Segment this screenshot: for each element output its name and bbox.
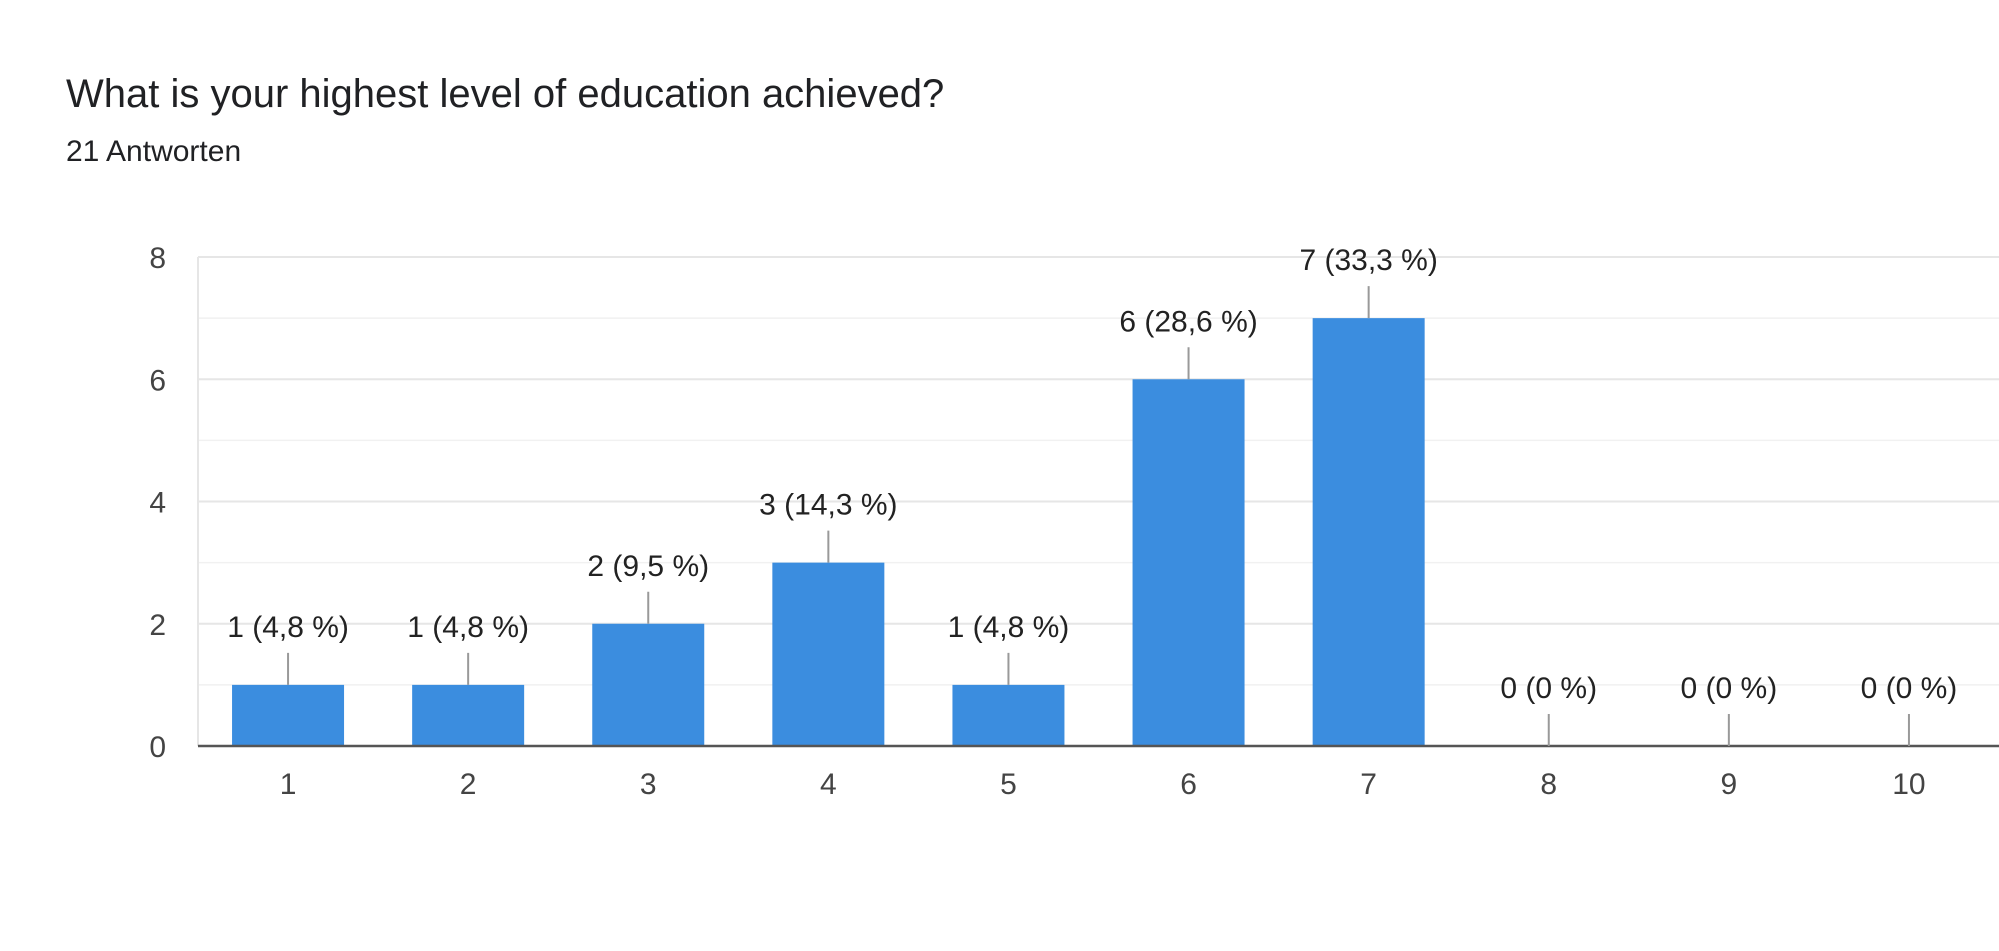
x-tick-label: 5 (1000, 768, 1017, 801)
bar-5 (952, 684, 1065, 746)
data-label-2: 1 (4,8 %) (407, 611, 529, 644)
bar-6 (1132, 379, 1245, 746)
data-label-1: 1 (4,8 %) (227, 611, 349, 644)
bar-1 (232, 684, 345, 746)
data-label-5: 1 (4,8 %) (948, 611, 1070, 644)
data-label-3: 2 (9,5 %) (587, 550, 709, 583)
x-tick-label: 10 (1892, 768, 1925, 801)
x-tick-label: 2 (460, 768, 477, 801)
x-tick-label: 9 (1721, 768, 1738, 801)
data-label-8: 0 (0 %) (1500, 672, 1597, 705)
bar-7 (1312, 318, 1425, 746)
x-tick-label: 8 (1540, 768, 1557, 801)
y-tick-label: 4 (149, 487, 166, 520)
data-label-10: 0 (0 %) (1861, 672, 1958, 705)
x-tick-label: 6 (1180, 768, 1197, 801)
axes: 0 2 4 6 8 1 2 3 4 5 6 7 8 9 10 (149, 242, 1999, 801)
chart-title: What is your highest level of education … (66, 72, 945, 116)
gridlines (197, 256, 1999, 746)
response-count: 21 Antworten (66, 135, 242, 168)
data-labels: 1 (4,8 %) 1 (4,8 %) 2 (9,5 %) 3 (14,3 %) 1 (… (227, 244, 1957, 746)
bar-3 (592, 623, 705, 746)
x-tick-label: 4 (820, 768, 837, 801)
x-tick-label: 1 (280, 768, 297, 801)
x-tick-label: 3 (640, 768, 657, 801)
data-label-9: 0 (0 %) (1680, 672, 1777, 705)
data-label-4: 3 (14,3 %) (759, 489, 897, 522)
y-tick-label: 0 (149, 731, 166, 764)
x-tick-label: 7 (1360, 768, 1377, 801)
bar-2 (412, 684, 525, 746)
data-label-6: 6 (28,6 %) (1119, 305, 1257, 338)
bars (232, 318, 1425, 746)
y-tick-label: 6 (149, 364, 166, 397)
y-tick-label: 8 (149, 242, 166, 275)
bar-4 (772, 562, 885, 746)
data-label-7: 7 (33,3 %) (1299, 244, 1437, 277)
y-tick-label: 2 (149, 609, 166, 642)
